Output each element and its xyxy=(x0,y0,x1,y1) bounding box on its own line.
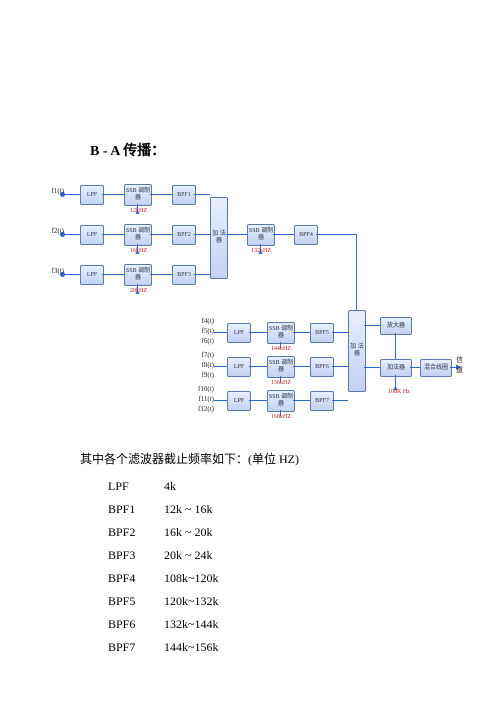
ssb1: SSB 调制器 xyxy=(124,184,152,206)
filter-name: BPF1 xyxy=(108,498,164,521)
filter-range: 144k~156k xyxy=(164,636,233,659)
bpf2: BPF2 xyxy=(172,225,196,245)
table-row: BPF7144k~156k xyxy=(108,636,233,659)
freq-144k: 144kHZ xyxy=(271,346,291,352)
filter-table: LPF4k BPF112k ~ 16k BPF216k ~ 20k BPF320… xyxy=(108,475,233,659)
filter-range: 108k~120k xyxy=(164,567,233,590)
freq-20k: 20kHZ xyxy=(130,288,147,294)
input-f10: f10(t) xyxy=(190,385,214,393)
input-f2: f2(t) xyxy=(40,227,64,235)
freq-156k: 156kHZ xyxy=(271,380,291,386)
ssb7: SSB 调制器 xyxy=(267,390,295,412)
filter-name: BPF6 xyxy=(108,613,164,636)
ssb6: SSB 调制器 xyxy=(267,356,295,378)
filter-range: 20k ~ 24k xyxy=(164,544,233,567)
input-f11: f11(t) xyxy=(190,395,214,403)
bpf4: BPF4 xyxy=(294,225,318,245)
input-f7: f7(t) xyxy=(190,351,214,359)
filter-range: 16k ~ 20k xyxy=(164,521,233,544)
output-channel: 信道 xyxy=(456,355,463,375)
filter-name: BPF3 xyxy=(108,544,164,567)
filter-range: 4k xyxy=(164,475,233,498)
freq-108k: 108K Hz xyxy=(388,389,410,395)
bpf5: BPF5 xyxy=(310,323,334,343)
bpf7: BPF7 xyxy=(310,391,334,411)
lpf3: LPF xyxy=(80,265,104,285)
amp: 放大器 xyxy=(380,317,412,335)
add3: 加法器 xyxy=(380,359,412,377)
input-f9: f9(t) xyxy=(190,371,214,379)
bpf3: BPF3 xyxy=(172,265,196,285)
freq-16k: 16kHZ xyxy=(130,248,147,254)
input-f5: f5(t) xyxy=(190,327,214,335)
bpf1: BPF1 xyxy=(172,185,196,205)
ssb5: SSB 调制器 xyxy=(267,322,295,344)
table-row: BPF5120k~132k xyxy=(108,590,233,613)
mixer: 混合线圈 xyxy=(420,359,452,377)
filter-range: 132k~144k xyxy=(164,613,233,636)
input-f4: f4(t) xyxy=(190,317,214,325)
bpf6: BPF6 xyxy=(310,357,334,377)
filter-name: LPF xyxy=(108,475,164,498)
filter-name: BPF4 xyxy=(108,567,164,590)
table-row: BPF320k ~ 24k xyxy=(108,544,233,567)
table-row: BPF6132k~144k xyxy=(108,613,233,636)
filter-name: BPF2 xyxy=(108,521,164,544)
table-row: LPF4k xyxy=(108,475,233,498)
lpf1: LPF xyxy=(80,185,104,205)
lpf5: LPF xyxy=(227,323,251,343)
adder1: 加 法 器 xyxy=(210,197,228,279)
input-f1: f1(t) xyxy=(40,187,64,195)
table-row: BPF112k ~ 16k xyxy=(108,498,233,521)
lpf6: LPF xyxy=(227,357,251,377)
table-row: BPF4108k~120k xyxy=(108,567,233,590)
input-f3: f3(t) xyxy=(40,267,64,275)
filter-caption: 其中各个滤波器截止频率如下：(单位 HZ) xyxy=(80,450,299,467)
lpf2: LPF xyxy=(80,225,104,245)
filter-name: BPF7 xyxy=(108,636,164,659)
adder2: 加 法 器 xyxy=(348,310,366,392)
freq-12k: 12kHZ xyxy=(130,208,147,214)
page-heading: B - A 传播： xyxy=(90,140,165,160)
ssb3: SSB 调制器 xyxy=(124,264,152,286)
freq-132k: 132kHZ xyxy=(251,248,271,254)
filter-range: 120k~132k xyxy=(164,590,233,613)
input-f12: f12(t) xyxy=(190,405,214,413)
input-f8: f8(t) xyxy=(190,361,214,369)
filter-range: 12k ~ 16k xyxy=(164,498,233,521)
ssb4: SSB 调制器 xyxy=(247,224,275,246)
freq-168k: 168kHZ xyxy=(271,414,291,420)
input-f6: f6(t) xyxy=(190,337,214,345)
ssb2: SSB 调制器 xyxy=(124,224,152,246)
block-diagram: f1(t) LPF SSB 调制器 BPF1 ▲ 12kHZ f2(t) LPF… xyxy=(62,175,452,425)
filter-name: BPF5 xyxy=(108,590,164,613)
lpf7: LPF xyxy=(227,391,251,411)
table-row: BPF216k ~ 20k xyxy=(108,521,233,544)
